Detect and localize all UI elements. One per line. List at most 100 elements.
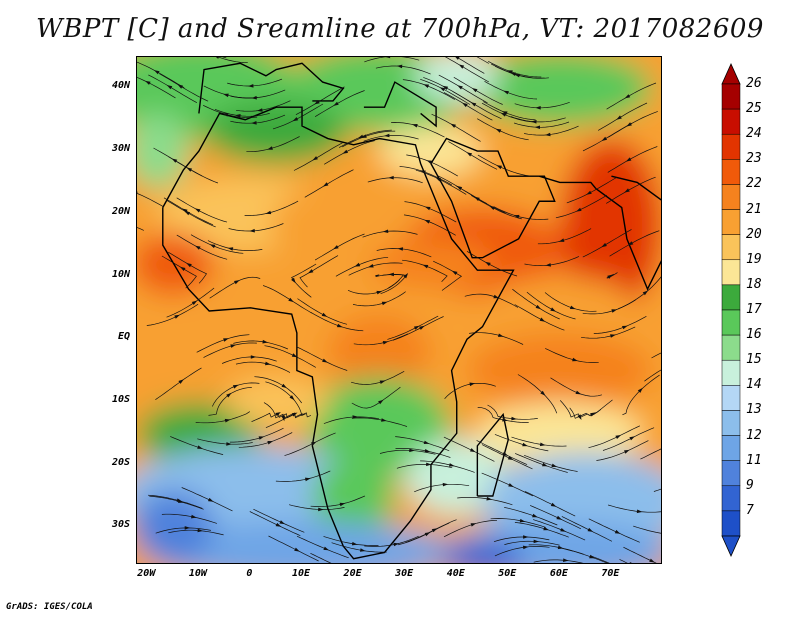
lon-tick-label: 70E <box>601 568 620 579</box>
streamline-arrow <box>442 482 449 487</box>
field-blob <box>467 332 653 409</box>
streamline <box>444 57 490 83</box>
streamline <box>469 332 524 345</box>
streamline-arrow <box>232 384 239 389</box>
streamline-arrow <box>485 261 491 267</box>
streamline-arrow <box>207 497 214 502</box>
streamline <box>403 214 456 236</box>
streamline <box>299 255 339 288</box>
colorbar-level-label: 9 <box>746 477 754 493</box>
lon-tick-label: 40E <box>446 568 465 579</box>
streamline-arrow <box>539 442 546 447</box>
streamline <box>176 197 228 223</box>
streamline <box>529 505 582 530</box>
streamline <box>168 529 224 536</box>
streamline-arrow <box>275 412 281 417</box>
streamline <box>545 348 599 363</box>
streamline <box>608 504 661 513</box>
streamline-arrow <box>182 208 188 213</box>
streamline <box>310 495 366 507</box>
streamline <box>476 440 528 465</box>
streamline <box>380 274 407 294</box>
streamline-arrow <box>532 513 538 518</box>
streamline <box>466 250 518 277</box>
streamline <box>375 65 431 75</box>
streamline <box>392 316 444 341</box>
streamline-arrow <box>563 558 569 562</box>
streamline-arrow <box>622 325 628 330</box>
colorbar-level-label: 18 <box>746 276 762 292</box>
streamline-arrow <box>226 442 232 446</box>
streamline <box>304 169 354 198</box>
field-blob <box>312 458 395 534</box>
streamline-arrow <box>442 85 449 90</box>
streamline-arrow <box>257 108 263 112</box>
streamline-arrow <box>550 307 556 312</box>
streamline <box>431 113 481 142</box>
streamline <box>310 552 332 563</box>
streamline-arrow <box>511 416 517 421</box>
streamline-arrow <box>305 477 311 482</box>
streamline-arrow <box>523 535 529 539</box>
streamline <box>155 367 202 400</box>
streamline-arrow <box>360 548 366 552</box>
streamline-arrow <box>589 554 595 559</box>
streamline-arrow <box>545 132 551 137</box>
streamline <box>477 154 530 177</box>
weather-map <box>137 57 663 563</box>
streamline-arrow <box>587 527 594 532</box>
streamline-arrow <box>145 80 151 85</box>
streamline <box>233 340 289 350</box>
streamline <box>364 57 420 63</box>
streamline <box>228 223 284 232</box>
streamline-arrow <box>378 399 384 405</box>
lat-tick-label: 10S <box>111 393 130 405</box>
streamline-arrow <box>267 441 274 445</box>
streamline-arrow <box>197 528 203 533</box>
coastline <box>162 106 515 560</box>
streamline <box>196 334 250 353</box>
streamline-arrow <box>342 149 348 154</box>
streamline <box>607 146 658 173</box>
streamline-arrow <box>179 266 186 271</box>
streamline <box>207 240 263 251</box>
streamline-arrow <box>230 344 236 348</box>
streamline-arrow <box>248 84 254 88</box>
streamline <box>265 381 306 416</box>
streamline <box>338 129 392 148</box>
field-blob <box>477 401 643 465</box>
streamline-arrow <box>502 451 508 456</box>
lon-tick-label: 10W <box>188 568 207 579</box>
streamline-arrow <box>455 57 460 60</box>
streamline-arrow <box>439 87 446 92</box>
streamline-arrow <box>224 418 231 423</box>
streamline-arrow <box>393 542 399 547</box>
streamline <box>208 387 252 416</box>
streamline <box>504 540 560 546</box>
streamline-arrow <box>223 93 229 98</box>
streamline <box>483 101 536 121</box>
streamline-arrow <box>174 314 180 319</box>
streamline <box>582 299 636 315</box>
streamline-arrow <box>209 244 216 249</box>
streamline-arrow <box>412 124 418 128</box>
streamline <box>229 427 284 443</box>
streamline-arrow <box>662 532 663 536</box>
streamline-arrow <box>384 133 390 138</box>
streamline <box>471 195 522 220</box>
streamline <box>555 194 608 219</box>
streamline-arrow <box>403 273 409 279</box>
coastline <box>363 81 437 128</box>
streamline <box>526 291 576 320</box>
streamline-arrow <box>388 175 394 180</box>
streamline <box>532 519 586 541</box>
streamline <box>351 417 408 427</box>
streamline <box>249 511 301 537</box>
streamline <box>195 411 250 424</box>
streamline <box>268 535 319 562</box>
streamline-arrow <box>610 334 616 338</box>
lon-tick-label: 60E <box>549 568 568 579</box>
streamline-arrow <box>422 264 429 269</box>
colorbar-swatch <box>721 83 741 110</box>
colorbar-swatch <box>721 460 741 487</box>
